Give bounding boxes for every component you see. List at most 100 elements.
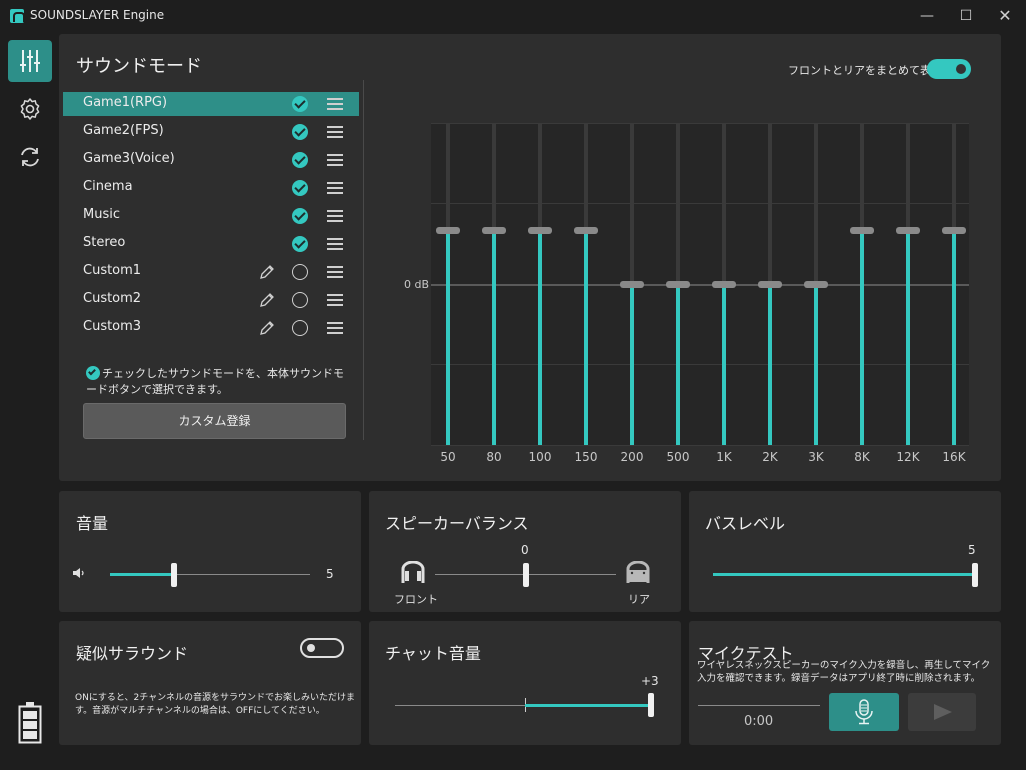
eq-gridline <box>431 123 969 124</box>
eq-band-fill <box>860 230 864 445</box>
volume-slider-track[interactable] <box>110 574 310 575</box>
drag-handle-icon[interactable] <box>327 210 343 222</box>
edit-pencil-icon[interactable] <box>259 264 275 280</box>
sidebar-item-equalizer[interactable] <box>8 40 52 82</box>
chat-volume-panel <box>369 621 681 745</box>
title-bar <box>0 0 1026 32</box>
eq-band-knob[interactable] <box>758 281 782 288</box>
eq-band-knob[interactable] <box>712 281 736 288</box>
surround-toggle[interactable] <box>300 638 344 658</box>
eq-band-knob[interactable] <box>574 227 598 235</box>
checked-icon[interactable] <box>292 96 308 112</box>
mode-label: Game1(RPG) <box>83 95 168 110</box>
mode-note: チェックしたサウンドモードを、本体サウンドモードボタンで選択できます。 <box>86 367 344 396</box>
mode-label: Custom3 <box>83 319 142 334</box>
chat-slider-thumb[interactable] <box>648 693 654 717</box>
eq-band-fill <box>906 230 910 445</box>
drag-handle-icon[interactable] <box>327 266 343 278</box>
custom-register-button[interactable]: カスタム登録 <box>83 403 346 439</box>
record-button[interactable] <box>829 693 899 731</box>
mode-item[interactable]: Custom2 <box>63 288 359 312</box>
checked-icon[interactable] <box>292 124 308 140</box>
gear-icon <box>20 98 40 120</box>
mode-item[interactable]: Game1(RPG) <box>63 92 359 116</box>
balance-panel <box>369 491 681 612</box>
volume-slider-thumb[interactable] <box>171 563 177 587</box>
eq-gridline <box>431 203 969 204</box>
edit-pencil-icon[interactable] <box>259 292 275 308</box>
equalizer-icon <box>20 50 40 72</box>
mode-item[interactable]: Cinema <box>63 176 359 200</box>
refresh-icon <box>21 147 39 167</box>
unchecked-circle-icon[interactable] <box>292 320 308 336</box>
checked-icon[interactable] <box>292 152 308 168</box>
volume-slider-fill <box>110 573 174 576</box>
drag-handle-icon[interactable] <box>327 238 343 250</box>
checked-icon[interactable] <box>292 180 308 196</box>
eq-band-fill <box>768 284 772 445</box>
volume-panel <box>59 491 361 612</box>
mode-item[interactable]: Custom3 <box>63 316 359 340</box>
mode-label: Cinema <box>83 179 133 194</box>
edit-pencil-icon[interactable] <box>259 320 275 336</box>
eq-band-knob[interactable] <box>436 227 460 235</box>
eq-band-label: 100 <box>528 450 552 464</box>
mode-label: Music <box>83 207 120 222</box>
eq-band-knob[interactable] <box>666 281 690 288</box>
drag-handle-icon[interactable] <box>327 322 343 334</box>
front-rear-toggle[interactable] <box>927 59 971 79</box>
eq-band-knob[interactable] <box>528 227 552 235</box>
mode-label: Custom1 <box>83 263 142 278</box>
checked-icon[interactable] <box>292 236 308 252</box>
eq-band-label: 16K <box>942 450 966 464</box>
eq-band-knob[interactable] <box>942 227 966 235</box>
mode-label: Custom2 <box>83 291 142 306</box>
eq-band-knob[interactable] <box>620 281 644 288</box>
drag-handle-icon[interactable] <box>327 126 343 138</box>
sidebar-item-settings[interactable] <box>8 88 52 130</box>
sound-mode-title: サウンドモード <box>76 56 202 77</box>
chat-slider-track[interactable] <box>395 705 651 706</box>
mode-item[interactable]: Stereo <box>63 232 359 256</box>
drag-handle-icon[interactable] <box>327 154 343 166</box>
mode-item[interactable]: Custom1 <box>63 260 359 284</box>
checked-icon[interactable] <box>292 208 308 224</box>
drag-handle-icon[interactable] <box>327 294 343 306</box>
eq-band-knob[interactable] <box>482 227 506 235</box>
drag-handle-icon[interactable] <box>327 98 343 110</box>
eq-band-fill <box>630 284 634 445</box>
mode-label: Game3(Voice) <box>83 151 175 166</box>
eq-band-fill <box>952 230 956 445</box>
sidebar-item-update[interactable] <box>8 136 52 178</box>
drag-handle-icon[interactable] <box>327 182 343 194</box>
eq-band-label: 12K <box>896 450 920 464</box>
eq-band-knob[interactable] <box>804 281 828 288</box>
eq-band-fill <box>814 284 818 445</box>
rear-label: リア <box>628 593 650 606</box>
mode-label: Stereo <box>83 235 126 250</box>
eq-band-knob[interactable] <box>850 227 874 235</box>
volume-value: 5 <box>326 567 334 581</box>
close-button[interactable]: ✕ <box>998 6 1012 25</box>
mode-item[interactable]: Music <box>63 204 359 228</box>
play-button[interactable] <box>908 693 976 731</box>
mode-item[interactable]: Game2(FPS) <box>63 120 359 144</box>
mode-item[interactable]: Game3(Voice) <box>63 148 359 172</box>
bass-panel <box>689 491 1001 612</box>
eq-band-fill <box>722 284 726 445</box>
eq-band-knob[interactable] <box>896 227 920 235</box>
minimize-button[interactable]: — <box>920 8 934 24</box>
maximize-button[interactable]: ☐ <box>959 8 973 24</box>
bass-slider-thumb[interactable] <box>972 563 978 587</box>
mic-time: 0:00 <box>744 714 774 729</box>
unchecked-circle-icon[interactable] <box>292 292 308 308</box>
eq-band-fill <box>492 230 496 445</box>
window-title: SOUNDSLAYER Engine <box>30 8 165 22</box>
eq-gridline <box>431 445 969 446</box>
balance-value: 0 <box>521 543 529 557</box>
eq-band-label: 150 <box>574 450 598 464</box>
chat-volume-title: チャット音量 <box>385 644 481 663</box>
bass-value: 5 <box>968 543 976 557</box>
balance-slider-thumb[interactable] <box>522 563 529 587</box>
unchecked-circle-icon[interactable] <box>292 264 308 280</box>
